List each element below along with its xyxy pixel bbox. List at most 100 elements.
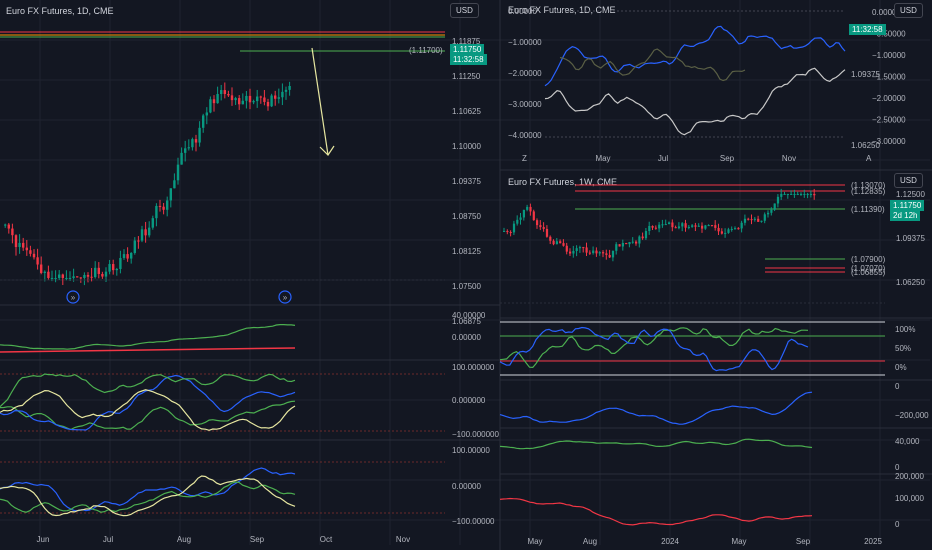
- pct-blue-series: [499, 326, 809, 372]
- br-level-label: (1.07900): [851, 255, 886, 264]
- candle-body: [144, 229, 147, 236]
- candle-body: [176, 164, 180, 181]
- br-candle-body: [737, 228, 740, 230]
- candle-body: [108, 264, 111, 272]
- tr-left-tick: −4.00000: [508, 131, 542, 140]
- br-candle-body: [800, 193, 803, 195]
- br-candle-body: [644, 231, 648, 239]
- br-candle-body: [618, 244, 621, 247]
- net3-tick: 0: [895, 520, 900, 529]
- br-candle-body: [694, 225, 697, 227]
- br-candle-body: [592, 250, 595, 254]
- candle-body: [256, 96, 259, 102]
- br-candle-body: [611, 250, 615, 258]
- pct-tick: 100%: [895, 325, 915, 334]
- candle-body: [284, 89, 288, 92]
- br-candle-body: [539, 225, 542, 228]
- br-candle-body: [621, 243, 624, 247]
- br-candle-body: [750, 219, 753, 221]
- br-candle-body: [773, 203, 776, 210]
- net3-red-series: [499, 497, 813, 526]
- left-x-tick: Jul: [103, 535, 113, 544]
- candle-body: [198, 127, 201, 143]
- br-candle-body: [605, 253, 608, 255]
- candle-body: [43, 271, 46, 273]
- br-candle-body: [681, 223, 684, 227]
- tr-left-tick: −1.00000: [508, 38, 542, 47]
- left-price-tick: 1.07500: [452, 282, 481, 291]
- candle-body: [54, 277, 57, 279]
- top-right-currency-button[interactable]: USD: [894, 3, 923, 18]
- osc3-tick: 0.00000: [452, 482, 481, 491]
- br-candle-body: [658, 224, 661, 229]
- br-candle-body: [536, 220, 539, 226]
- br-x-tick: 2024: [661, 537, 679, 546]
- osc2-line: [0, 373, 296, 408]
- br-candle-body: [691, 225, 694, 227]
- candle-body: [68, 277, 72, 279]
- br-candle-body: [509, 232, 512, 234]
- candle-body: [209, 99, 212, 113]
- br-candle-body: [734, 228, 737, 230]
- br-candle-body: [549, 236, 552, 241]
- left-price-tick: 1.11875: [452, 37, 481, 46]
- left-currency-button[interactable]: USD: [450, 3, 479, 18]
- left-price-tick: 1.09375: [452, 177, 481, 186]
- br-candle-body: [648, 225, 651, 232]
- tr-right-tick: −2.00000: [872, 94, 906, 103]
- tr-right-tick: −2.50000: [872, 116, 906, 125]
- br-candle-body: [720, 231, 723, 234]
- candle-body: [245, 95, 248, 101]
- br-candle-body: [562, 243, 565, 246]
- event-icon: [66, 290, 80, 304]
- br-candle-body: [677, 226, 681, 229]
- br-candle-body: [575, 248, 578, 252]
- candle-body: [40, 264, 43, 273]
- candle-body: [263, 97, 266, 102]
- candle-body: [259, 96, 262, 98]
- left-x-tick: Sep: [250, 535, 265, 544]
- candle-body: [104, 271, 108, 277]
- candle-body: [25, 247, 28, 251]
- br-candle-body: [569, 251, 572, 254]
- br-candle-body: [710, 225, 714, 227]
- tr-right-tick: 0.00000: [872, 8, 901, 17]
- candle-body: [158, 205, 162, 207]
- net2-tick: 40,000: [895, 437, 920, 446]
- left-x-tick: Oct: [320, 535, 333, 544]
- br-candle-body: [730, 228, 733, 230]
- br-candle-body: [724, 232, 727, 234]
- br-candle-body: [786, 193, 789, 195]
- br-candle-body: [602, 252, 605, 254]
- candle-body: [83, 274, 86, 278]
- candle-body: [227, 93, 230, 96]
- left-price-tick: 1.08125: [452, 247, 481, 256]
- osc1-tick: 40.00000: [452, 311, 486, 320]
- br-x-tick: May: [731, 537, 746, 546]
- candle-body: [223, 90, 226, 94]
- candle-body: [270, 95, 273, 107]
- br-candle-body: [503, 230, 506, 232]
- bottom-right-timer-tag: 2d 12h: [890, 210, 921, 221]
- br-candle-body: [671, 222, 674, 228]
- tr-x-tick: May: [595, 154, 610, 163]
- candle-body: [79, 277, 82, 279]
- br-x-tick: Sep: [796, 537, 811, 546]
- left-price-tick: 1.10000: [452, 142, 481, 151]
- bottom-right-currency-button[interactable]: USD: [894, 173, 923, 188]
- br-candle-body: [559, 241, 562, 244]
- br-candle-body: [555, 241, 558, 245]
- candle-body: [266, 101, 270, 107]
- br-candle-body: [598, 252, 601, 254]
- net2-green-series: [499, 438, 813, 450]
- tr-left-tick: 0.00000: [508, 7, 537, 16]
- osc3-line: [0, 467, 296, 512]
- br-candle-body: [615, 244, 618, 251]
- candle-body: [277, 97, 280, 99]
- osc2-tick: 100.000000: [452, 363, 495, 372]
- br-candle-body: [654, 227, 657, 229]
- br-candle-body: [707, 225, 710, 227]
- net1-tick: 0: [895, 382, 900, 391]
- candle-body: [14, 235, 18, 248]
- br-candle-body: [572, 251, 575, 254]
